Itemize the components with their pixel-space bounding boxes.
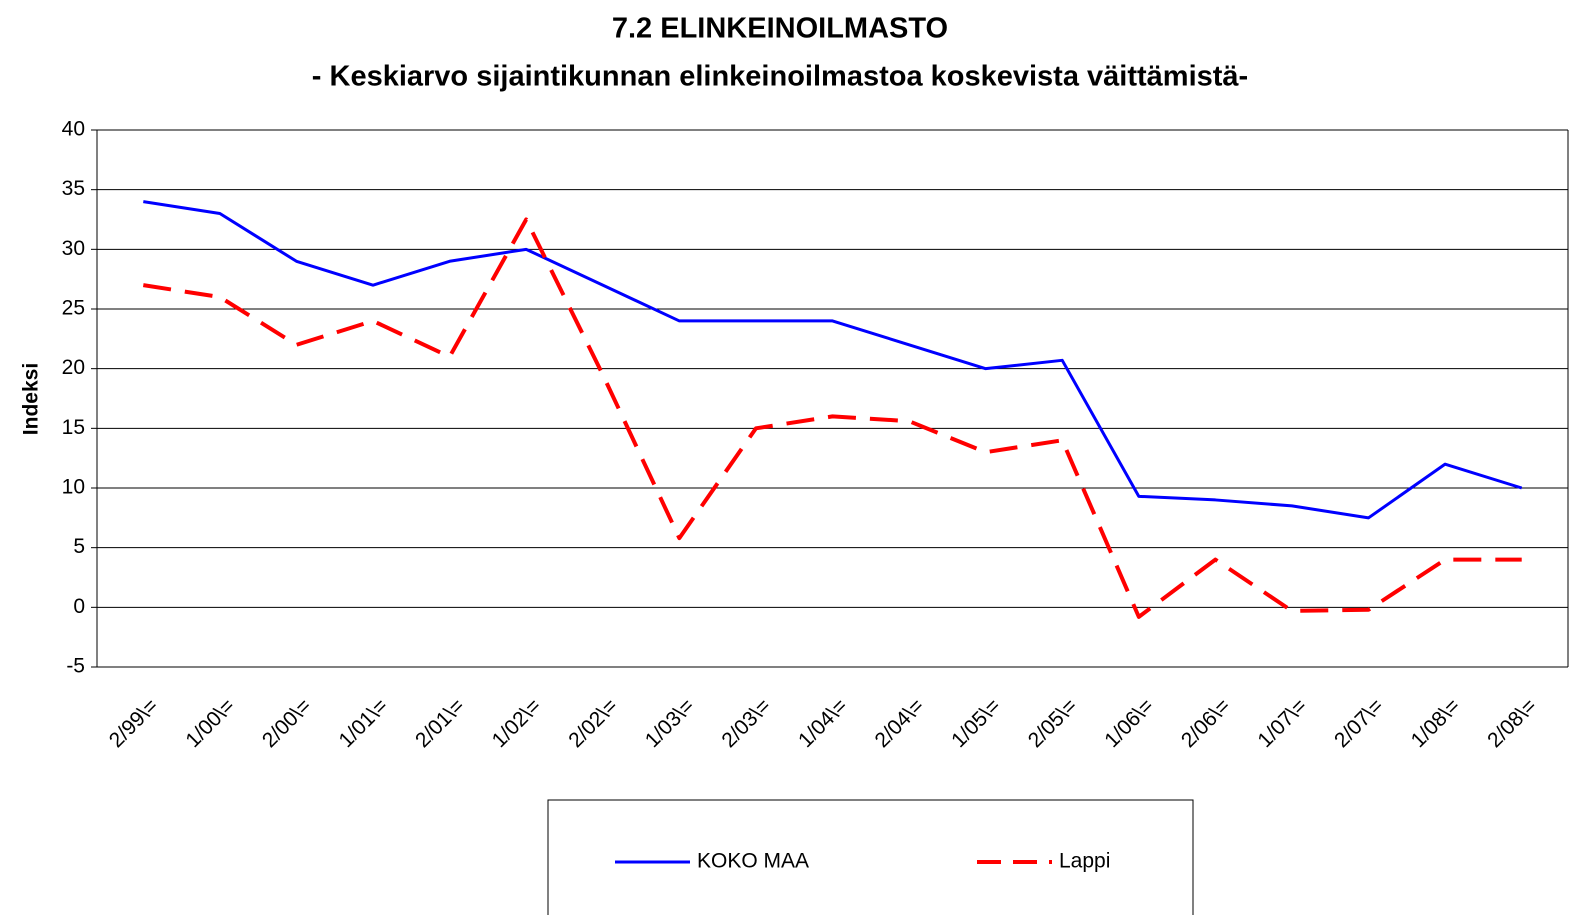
y-tick-label: 0: [73, 595, 85, 618]
y-tick-label: 5: [73, 535, 85, 558]
x-tick-label: 1/06\=: [1100, 694, 1158, 752]
x-tick-label: 2/02\=: [564, 694, 622, 752]
y-tick-label: -5: [66, 655, 85, 678]
y-tick-label: 30: [62, 237, 85, 260]
y-tick-label: 15: [62, 416, 85, 439]
series-line: [142, 217, 1522, 619]
x-tick-label: 2/01\=: [411, 694, 469, 752]
y-tick-label: 20: [62, 356, 85, 379]
x-tick-label: 1/08\=: [1407, 694, 1465, 752]
x-tick-label: 1/02\=: [488, 694, 546, 752]
legend-label: KOKO MAA: [697, 850, 809, 873]
x-tick-label: 1/04\=: [794, 694, 852, 752]
legend-box: [547, 799, 1194, 915]
x-tick-label: 2/07\=: [1330, 694, 1388, 752]
chart-subtitle: - Keskiarvo sijaintikunnan elinkeinoilma…: [312, 61, 1248, 93]
x-tick-label: 1/07\=: [1253, 694, 1311, 752]
y-tick-label: 40: [62, 118, 85, 141]
x-tick-label: 1/01\=: [335, 694, 393, 752]
x-tick-label: 2/05\=: [1024, 694, 1082, 752]
x-tick-label: 2/03\=: [717, 694, 775, 752]
x-tick-label: 1/05\=: [947, 694, 1005, 752]
series-line: [143, 200, 1523, 520]
legend-label: Lappi: [1059, 850, 1110, 873]
y-axis-title: Indeksi: [20, 363, 43, 435]
x-tick-label: 2/00\=: [258, 694, 316, 752]
x-tick-label: 2/99\=: [105, 694, 163, 752]
x-tick-label: 2/06\=: [1177, 694, 1235, 752]
chart-title: 7.2 ELINKEINOILMASTO: [612, 13, 948, 45]
y-tick-label: 35: [62, 177, 85, 200]
y-tick-label: 25: [62, 297, 85, 320]
y-tick-label: 10: [62, 476, 85, 499]
x-tick-label: 1/00\=: [181, 694, 239, 752]
x-tick-label: 1/03\=: [641, 694, 699, 752]
x-tick-label: 2/04\=: [871, 694, 929, 752]
x-tick-label: 2/08\=: [1483, 694, 1541, 752]
